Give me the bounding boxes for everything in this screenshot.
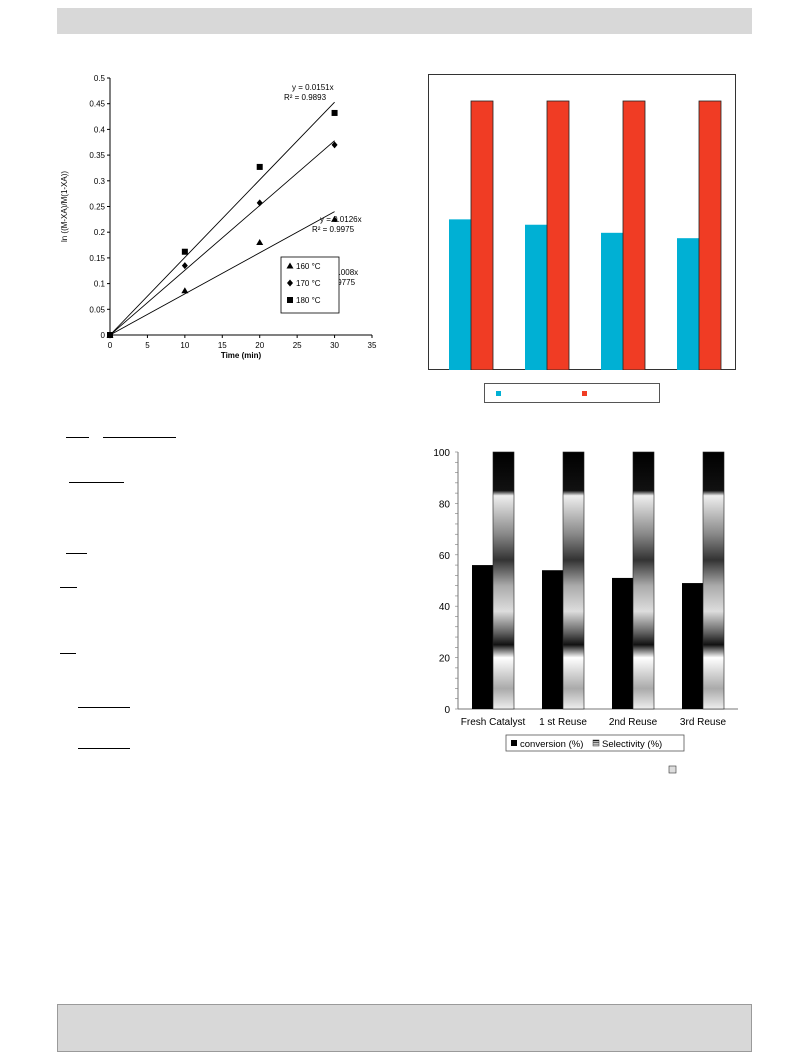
trendline (109, 140, 335, 336)
kinetics-scatter-chart: 0 0.05 0.1 0.15 0.2 0.25 0.3 0.35 0.4 0.45 0.5 0 5 10… (60, 74, 377, 360)
bar (698, 100, 722, 370)
header-bar (57, 8, 752, 34)
bar (677, 238, 699, 370)
y-tick-label: 0.25 (89, 203, 105, 212)
legend-label-selectivity: Selectivity (%) (602, 739, 662, 750)
y-tick-label: 0.4 (94, 125, 106, 134)
bar (470, 100, 494, 370)
selectivity-bar (562, 451, 585, 710)
x-category-label: 2nd Reuse (609, 717, 658, 728)
bar (525, 224, 547, 370)
legend-swatch-red (582, 391, 587, 396)
legend-label: 180 °C (296, 296, 321, 305)
selectivity-bar (632, 451, 655, 710)
x-tick-label: 10 (180, 341, 189, 350)
x-axis-label: Time (min) (221, 351, 262, 360)
bar (601, 232, 623, 370)
text-rule (69, 482, 124, 483)
bar (622, 100, 646, 370)
y-tick-label: 0 (444, 705, 450, 716)
colored-bar-chart (449, 100, 722, 370)
data-point-diamond (331, 141, 338, 149)
legend-label: 170 °C (296, 279, 321, 288)
conversion-bar (542, 570, 563, 709)
text-rule (66, 437, 89, 438)
colored-bar-chart-frame (428, 74, 736, 370)
text-rule (66, 553, 87, 554)
conversion-bar (612, 577, 633, 709)
y-tick-label: 0 (101, 331, 106, 340)
y-tick-label: 0.3 (94, 177, 106, 186)
data-point-square (331, 109, 338, 116)
legend-swatch-cyan (496, 391, 501, 396)
data-point-square (256, 163, 263, 170)
x-tick-label: 5 (145, 341, 150, 350)
bar (449, 219, 471, 370)
data-point-square (181, 248, 188, 255)
y-tick-label: 0.2 (94, 228, 106, 237)
y-axis-label: ln ((M-XA)/M(1-XA)) (60, 171, 69, 242)
colored-bar-legend (484, 383, 660, 403)
y-tick-label: 0.05 (89, 305, 105, 314)
catalyst-reuse-bar-chart: 0 20 40 60 80 100 Fresh Catalyst 1 st Reuse 2nd … (433, 448, 738, 774)
data-point-triangle (331, 215, 339, 222)
text-rule (60, 587, 77, 588)
y-tick-label: 0.5 (94, 74, 106, 83)
legend-label-conversion: conversion (%) (520, 739, 583, 750)
y-tick-label: 60 (439, 551, 451, 562)
trend-r2: R² = 0.9893 (284, 93, 327, 102)
trend-equation: y = 0.008x (321, 268, 358, 277)
y-tick-label: 0.45 (89, 100, 105, 109)
text-rule (78, 748, 130, 749)
y-tick-label: 40 (439, 602, 451, 613)
x-category-label: Fresh Catalyst (461, 717, 526, 728)
legend-swatch-conversion (511, 740, 517, 746)
legend-swatch-selectivity (592, 739, 600, 747)
data-point-diamond (181, 262, 188, 270)
trend-equation: y = 0.0151x (292, 83, 334, 92)
text-rule (103, 437, 176, 438)
trendline (109, 101, 335, 336)
trend-r2: R² = 0.9975 (312, 225, 355, 234)
x-tick-label: 20 (255, 341, 264, 350)
selectivity-bar (702, 451, 725, 710)
small-square-icon (668, 765, 677, 774)
y-tick-label: 0.1 (94, 280, 106, 289)
trend-equation: y = 0.0126x (320, 215, 362, 224)
data-point-triangle (286, 262, 294, 269)
data-point-triangle (181, 287, 189, 294)
text-rule (60, 653, 76, 654)
data-point-square (107, 332, 113, 338)
data-point-square (287, 297, 293, 303)
data-point-triangle (256, 238, 264, 245)
data-point-diamond (256, 199, 263, 207)
x-category-label: 1 st Reuse (539, 717, 587, 728)
y-tick-label: 20 (439, 654, 451, 665)
y-tick-label: 0.35 (89, 151, 105, 160)
trendline (109, 211, 335, 336)
x-tick-label: 15 (218, 341, 227, 350)
x-tick-label: 0 (108, 341, 113, 350)
data-point-diamond (287, 279, 293, 287)
bar (546, 100, 570, 370)
y-tick-label: 80 (439, 499, 451, 510)
legend-label: 160 °C (296, 262, 321, 271)
x-category-label: 3rd Reuse (680, 717, 727, 728)
x-tick-label: 30 (330, 341, 339, 350)
x-tick-label: 25 (293, 341, 302, 350)
text-rule (78, 707, 130, 708)
x-tick-label: 35 (368, 341, 377, 350)
y-tick-label: 0.15 (89, 254, 105, 263)
conversion-bar (682, 583, 703, 709)
conversion-bar (472, 565, 493, 709)
y-tick-label: 100 (433, 448, 450, 459)
footer-bar (57, 1004, 752, 1052)
selectivity-bar (492, 451, 515, 710)
